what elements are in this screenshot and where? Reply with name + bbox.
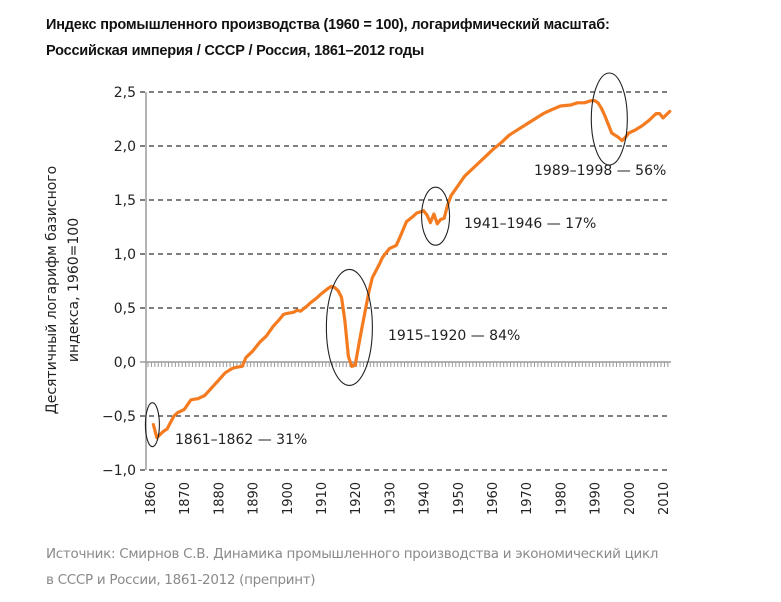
chart-title-line-2: Российская империя / СССР / Россия, 1861…: [46, 43, 425, 59]
annotation-1861-1862: 1861–1862 — 31%: [175, 432, 307, 448]
x-tick-label: 1920: [349, 482, 364, 515]
x-tick-labels: 1860 1870 1880 1890 1900 1910 1920 1930 1940 1950…: [144, 482, 672, 515]
annotation-labels: 1861–1862 — 31% 1915–1920 — 84% 1941–194…: [175, 163, 666, 448]
annotation-ellipse: [144, 402, 160, 448]
x-tick-label: 1880: [212, 482, 227, 515]
y-tick-label: 0,5: [114, 301, 136, 317]
x-tick-label: 1910: [315, 482, 330, 515]
x-tick-label: 1860: [144, 482, 159, 515]
annotation-ellipses: [144, 72, 628, 448]
chart-title-line-1: Индекс промышленного производства (1960 …: [46, 17, 610, 33]
y-tick-label: −1,0: [102, 463, 136, 479]
y-tick-label: −0,5: [102, 409, 136, 425]
y-tick-label: 2,0: [114, 139, 136, 155]
source-note-line-2: в СССР и России, 1861-2012 (препринт): [46, 572, 316, 588]
annotation-ellipse: [421, 186, 451, 246]
x-tick-label: 1870: [178, 482, 193, 515]
x-tick-label: 1950: [452, 482, 467, 515]
x-tick-label: 1960: [486, 482, 501, 515]
x-tick-label: 2000: [623, 482, 638, 515]
y-tick-label: 1,5: [114, 193, 136, 209]
y-axis-label-line-2: индекса, 1960=100: [66, 218, 82, 362]
y-tick-labels: 2,5 2,0 1,5 1,0 0,5 0,0 −0,5 −1,0: [102, 85, 136, 479]
y-tick-label: 1,0: [114, 247, 136, 263]
x-tick-label: 1890: [247, 482, 262, 515]
y-tick-label: 2,5: [114, 85, 136, 101]
annotation-1989-1998: 1989–1998 — 56%: [534, 163, 666, 179]
annotation-ellipse: [590, 72, 628, 166]
annotation-1915-1920: 1915–1920 — 84%: [388, 328, 520, 344]
source-note-line-1: Источник: Смирнов С.В. Динамика промышле…: [46, 546, 659, 562]
annotation-1941-1946: 1941–1946 — 17%: [464, 216, 596, 232]
series-line: [151, 98, 672, 440]
y-tick-label: 0,0: [114, 355, 136, 371]
y-axis-label-line-1: Десятичный логарифм базисного: [44, 166, 60, 414]
x-tick-label: 2010: [657, 482, 672, 515]
x-tick-label: 1900: [281, 482, 296, 515]
zero-line-comb: [140, 361, 671, 367]
x-tick-label: 1940: [418, 482, 433, 515]
gridlines: [140, 91, 671, 471]
series-group: [151, 98, 672, 440]
x-tick-label: 1970: [520, 482, 535, 515]
annotation-ellipse: [325, 268, 373, 386]
x-tick-label: 1990: [589, 482, 604, 515]
y-axis-label: Десятичный логарифм базисного индекса, 1…: [44, 166, 82, 414]
x-tick-label: 1930: [383, 482, 398, 515]
x-tick-label: 1980: [554, 482, 569, 515]
